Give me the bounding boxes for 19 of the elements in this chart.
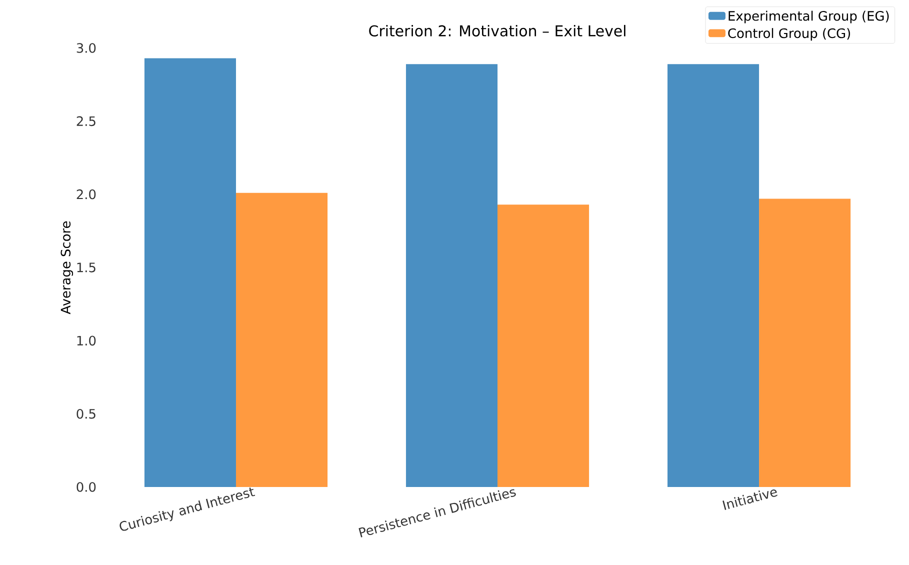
- y-tick-label: 3.0: [76, 43, 96, 53]
- y-tick-label: 1.0: [77, 336, 96, 346]
- y-tick-label: 1.5: [77, 262, 96, 272]
- x-tick-label: Initiative: [722, 489, 778, 510]
- bar: [759, 198, 851, 487]
- bar: [406, 64, 498, 487]
- bar: [144, 58, 236, 487]
- legend-label: Experimental Group (EG): [728, 10, 889, 24]
- y-tick-label: 0.5: [76, 408, 96, 419]
- legend-label: Control Group (CG): [728, 28, 850, 41]
- bar: [236, 192, 328, 487]
- y-tick-label: 0.0: [76, 482, 96, 492]
- y-axis-title: Average Score: [60, 221, 74, 314]
- bar: [667, 64, 760, 487]
- y-tick-label: 2.0: [76, 189, 96, 200]
- x-tick-label: Curiosity and Interest: [120, 488, 256, 531]
- chart-title: Criterion 2: Motivation – Exit Level: [369, 24, 626, 37]
- y-tick-label: 2.5: [76, 116, 96, 126]
- bar: [498, 204, 590, 487]
